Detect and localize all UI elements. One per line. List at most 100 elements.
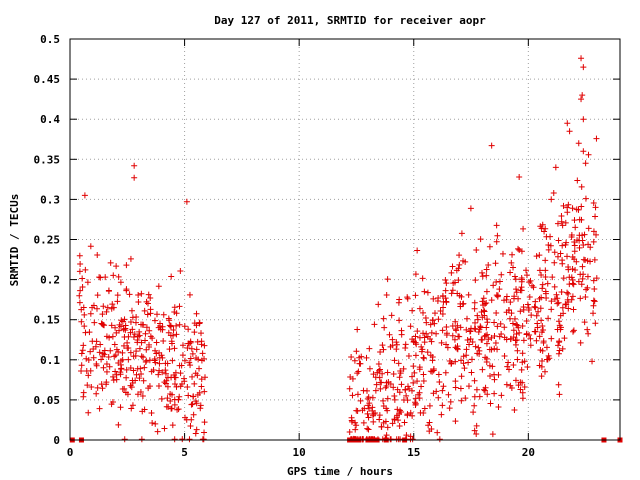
data-point: [96, 274, 103, 281]
data-point: [532, 328, 539, 335]
data-point: [94, 251, 101, 258]
data-point: [434, 429, 441, 436]
data-point: [564, 253, 571, 260]
data-point: [468, 356, 475, 363]
data-point: [440, 383, 447, 390]
data-point: [589, 358, 596, 365]
data-point: [493, 310, 500, 317]
data-point: [383, 432, 390, 439]
y-tick-label: 0.45: [34, 73, 61, 86]
data-point: [107, 259, 114, 266]
x-tick-label: 20: [522, 446, 535, 459]
data-point: [138, 321, 145, 328]
data-point: [506, 315, 513, 322]
data-point: [99, 321, 106, 328]
data-point: [138, 290, 145, 297]
data-point: [460, 353, 467, 360]
data-point: [377, 348, 384, 355]
data-point: [76, 252, 83, 259]
data-point: [353, 422, 360, 429]
data-point: [421, 288, 428, 295]
data-point: [164, 383, 171, 390]
data-point: [201, 388, 208, 395]
data-point: [412, 352, 419, 359]
data-point: [380, 346, 387, 353]
data-point: [525, 307, 532, 314]
data-point: [89, 338, 96, 345]
data-point: [533, 312, 540, 319]
data-point: [83, 355, 90, 362]
grid: [70, 39, 620, 440]
data-point: [139, 392, 146, 399]
data-point: [168, 273, 175, 280]
data-point: [447, 398, 454, 405]
data-point: [491, 332, 498, 339]
data-point: [452, 418, 459, 425]
data-point: [491, 319, 498, 326]
data-point: [146, 341, 153, 348]
x-axis-label: GPS time / hours: [287, 465, 393, 478]
data-point: [516, 329, 523, 336]
data-point: [443, 332, 450, 339]
data-point: [369, 407, 376, 414]
data-point: [504, 363, 511, 370]
y-tick-label: 0.35: [34, 153, 61, 166]
data-point: [569, 277, 576, 284]
data-point: [558, 213, 565, 220]
data-point: [154, 428, 161, 435]
data-point: [149, 419, 156, 426]
data-point: [193, 346, 200, 353]
data-point: [166, 322, 173, 329]
data-point: [412, 399, 419, 406]
data-point: [420, 409, 427, 416]
data-point: [473, 430, 480, 437]
data-point: [452, 384, 459, 391]
data-point: [402, 344, 409, 351]
data-point: [590, 297, 597, 304]
data-point: [418, 383, 425, 390]
data-point: [536, 252, 543, 259]
data-point: [146, 357, 153, 364]
data-point: [131, 331, 138, 338]
data-point: [155, 283, 162, 290]
data-point: [583, 286, 590, 293]
y-tick-label: 0: [53, 434, 60, 447]
data-point: [449, 287, 456, 294]
data-point: [456, 252, 463, 259]
data-point: [488, 334, 495, 341]
data-point: [170, 332, 177, 339]
data-point: [90, 354, 97, 361]
data-point: [526, 279, 533, 286]
data-point: [564, 120, 571, 127]
data-point: [474, 316, 481, 323]
data-point: [351, 357, 358, 364]
data-point: [194, 338, 201, 345]
data-point: [155, 371, 162, 378]
data-point: [196, 365, 203, 372]
data-point: [519, 350, 526, 357]
data-point: [520, 225, 527, 232]
data-point: [407, 436, 414, 443]
data-point: [554, 295, 561, 302]
data-point: [357, 397, 364, 404]
data-point: [370, 418, 377, 425]
data-point: [103, 308, 110, 315]
data-point: [584, 273, 591, 280]
data-point: [177, 267, 184, 274]
data-point: [428, 329, 435, 336]
data-point: [494, 293, 501, 300]
data-point: [536, 267, 543, 274]
data-point: [435, 316, 442, 323]
data-point: [183, 198, 190, 205]
data-point: [516, 247, 523, 254]
data-point: [431, 310, 438, 317]
data-point: [88, 383, 95, 390]
data-point: [114, 292, 121, 299]
data-point: [124, 391, 131, 398]
data-point: [138, 353, 145, 360]
data-point: [109, 398, 116, 405]
data-point: [123, 366, 130, 373]
data-point: [448, 269, 455, 276]
data-point: [562, 301, 569, 308]
data-point: [98, 320, 105, 327]
